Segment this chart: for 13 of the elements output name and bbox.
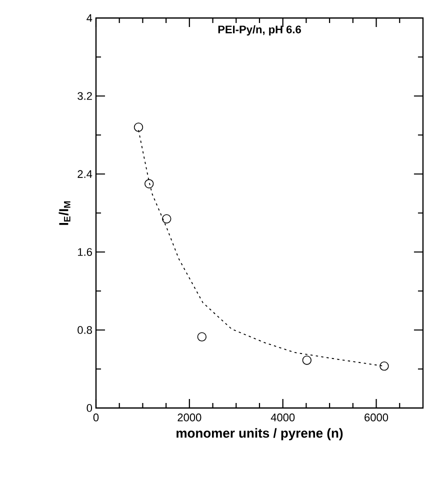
x-tick-label: 2000 — [178, 414, 202, 422]
x-tick-label: 0 — [93, 414, 99, 422]
text: PEI-Py/n, pH 6.6 — [218, 25, 301, 36]
y-tick-label: 3.2 — [78, 92, 92, 100]
y-tick-label: 0.8 — [78, 326, 92, 334]
y-tick-label: 0 — [86, 404, 92, 412]
y-tick-label: 4 — [86, 14, 92, 22]
x-tick-label: 4000 — [270, 414, 295, 422]
y-tick-label: 2.4 — [78, 170, 92, 178]
y-tick-label: 1.6 — [78, 248, 92, 256]
x-axis-title: monomer units / pyrene (n) — [176, 428, 343, 440]
x-tick-label: 6000 — [364, 414, 388, 422]
y-axis-title: I$_{E}$/I$_{M}$ — [58, 201, 70, 225]
